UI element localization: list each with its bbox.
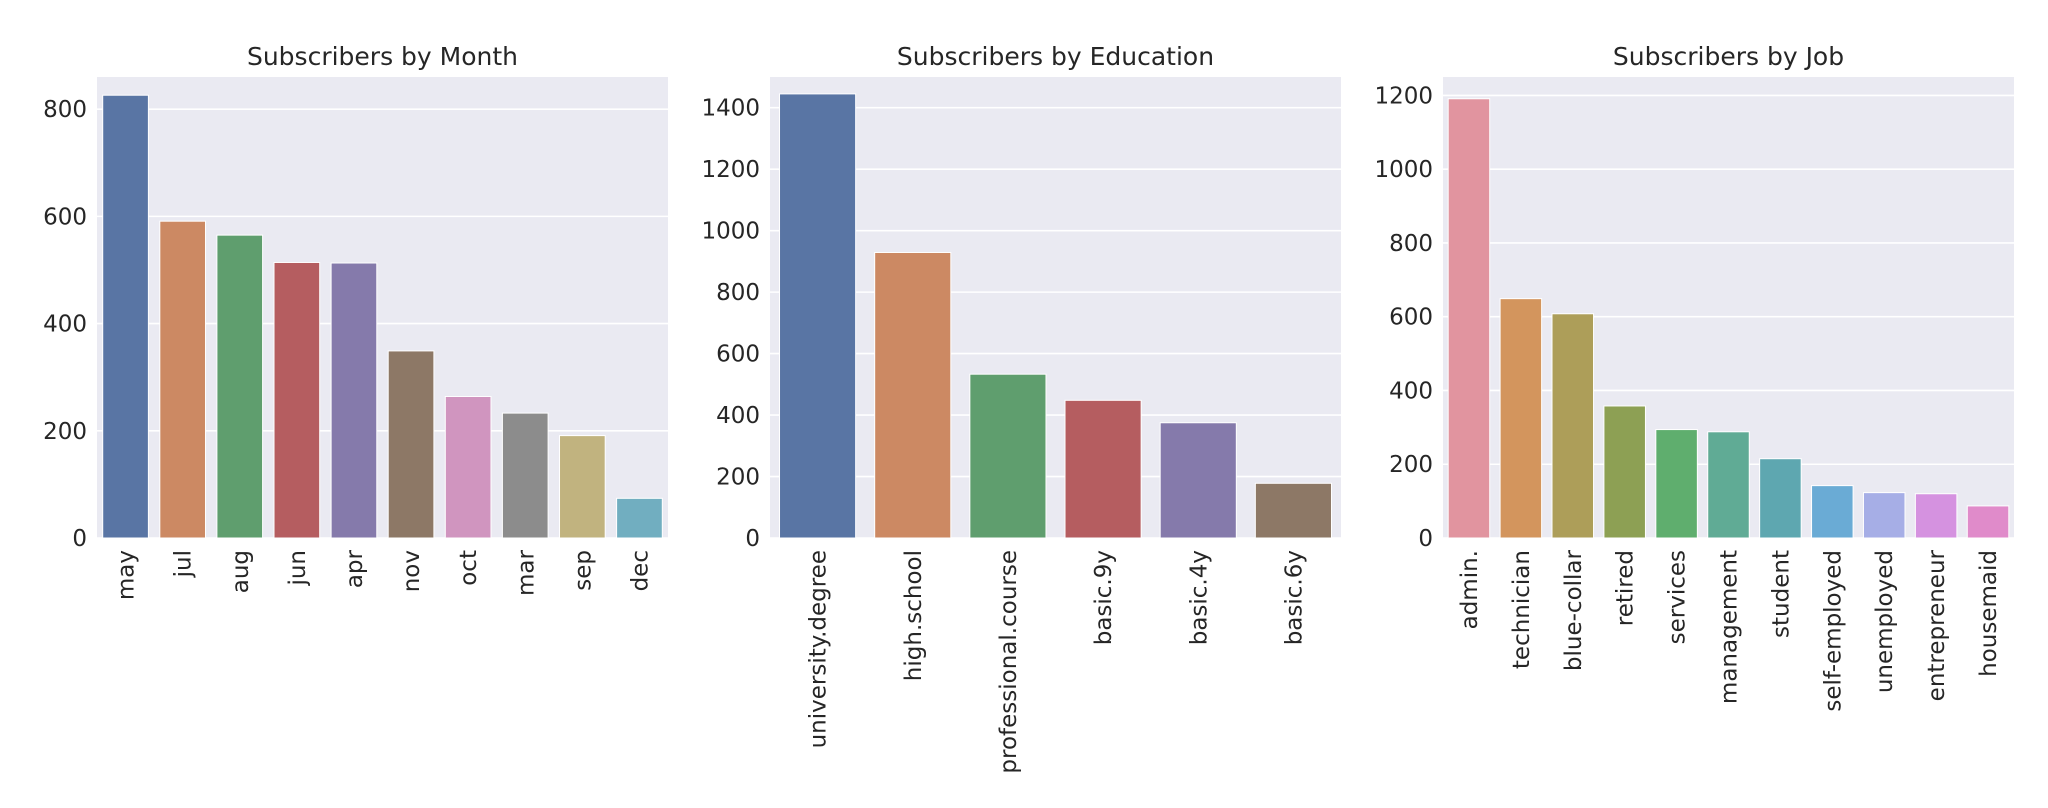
bar-technician — [1499, 298, 1543, 539]
bar-services — [1655, 429, 1698, 539]
x-tick-label: self-employed — [1820, 550, 1846, 712]
bar-management — [1707, 431, 1750, 539]
x-tick-label: aug — [228, 550, 254, 593]
bar-basic-9y — [1064, 399, 1142, 539]
bar-unemployed — [1862, 492, 1906, 539]
x-tick-label: blue-collar — [1561, 549, 1587, 671]
bar-mar — [501, 412, 549, 539]
bar-university-degree — [779, 93, 857, 539]
bar-admin — [1447, 98, 1491, 539]
bar-apr — [330, 262, 378, 539]
bar-jul — [159, 220, 206, 539]
y-tick-label: 0 — [1418, 526, 1433, 552]
chart-title: Subscribers by Job — [1613, 42, 1844, 71]
x-tick-label: entrepreneur — [1924, 549, 1950, 701]
x-tick-label: unemployed — [1872, 550, 1898, 693]
bar-housemaid — [1966, 505, 2010, 539]
x-tick-label: technician — [1509, 550, 1535, 669]
x-tick-label: university.degree — [806, 550, 832, 748]
y-tick-label: 800 — [1389, 231, 1433, 257]
bar-may — [102, 94, 149, 539]
y-tick-label: 1000 — [701, 219, 760, 245]
y-tick-label: 400 — [43, 312, 87, 338]
x-tick-label: dec — [627, 550, 653, 591]
bar-high-school — [874, 251, 952, 539]
bar-student — [1759, 458, 1802, 539]
x-tick-label: services — [1665, 550, 1691, 644]
x-tick-label: apr — [342, 549, 368, 588]
y-tick-label: 200 — [716, 465, 760, 491]
bar-basic-4y — [1159, 422, 1237, 539]
x-tick-label: basic.6y — [1281, 550, 1307, 645]
x-tick-label: high.school — [901, 550, 927, 681]
x-tick-label: retired — [1613, 550, 1639, 626]
chart-panel-month: Subscribers by Month 0 200 400 600 800 may jul… — [43, 42, 668, 600]
y-tick-label: 600 — [716, 342, 760, 368]
chart-title: Subscribers by Education — [897, 42, 1214, 71]
x-tick-label: oct — [456, 550, 482, 586]
chart-title: Subscribers by Month — [247, 42, 518, 71]
chart-panel-education: Subscribers by Education 0 200 400 600 800 10… — [701, 42, 1341, 774]
bar-professional-course — [969, 373, 1047, 539]
x-tick-label: basic.4y — [1186, 550, 1212, 645]
x-tick-label: sep — [570, 550, 596, 591]
x-tick-label: admin. — [1457, 550, 1483, 629]
bar-aug — [216, 234, 264, 539]
x-tick-label: housemaid — [1976, 550, 2002, 677]
x-tick-label: student — [1768, 550, 1794, 638]
x-tick-label: basic.9y — [1091, 550, 1117, 645]
bar-basic-6y — [1254, 482, 1332, 539]
x-tick-label: management — [1717, 550, 1743, 704]
bar-sep — [559, 435, 606, 539]
bar-self-employed — [1811, 485, 1854, 539]
y-tick-label: 800 — [716, 280, 760, 306]
bar-nov — [387, 350, 435, 539]
x-tick-label: jun — [285, 550, 311, 587]
y-tick-label: 600 — [43, 204, 87, 230]
y-tick-label: 800 — [43, 97, 87, 123]
y-tick-label: 400 — [716, 403, 760, 429]
x-tick-label: mar — [513, 549, 539, 595]
chart-panel-job: Subscribers by Job 0 200 400 600 800 1000 1200… — [1374, 42, 2014, 712]
y-tick-label: 0 — [72, 526, 87, 552]
bar-blue-collar — [1551, 313, 1595, 539]
y-tick-label: 1200 — [701, 157, 760, 183]
y-tick-label: 400 — [1389, 378, 1433, 404]
x-tick-label: may — [114, 550, 140, 600]
y-tick-label: 1400 — [701, 96, 760, 122]
y-tick-label: 0 — [745, 526, 760, 552]
x-tick-label: jul — [171, 550, 197, 578]
bar-dec — [616, 497, 663, 539]
y-tick-label: 200 — [1389, 452, 1433, 478]
bar-retired — [1603, 405, 1646, 539]
bar-jun — [273, 261, 321, 539]
bar-oct — [444, 395, 492, 539]
y-tick-label: 1000 — [1374, 157, 1433, 183]
y-tick-label: 1200 — [1374, 83, 1433, 109]
bar-entrepreneur — [1914, 493, 1958, 539]
x-tick-label: nov — [399, 550, 425, 592]
y-tick-label: 600 — [1389, 305, 1433, 331]
plot-area — [770, 77, 1341, 538]
y-tick-label: 200 — [43, 419, 87, 445]
x-tick-label: professional.course — [996, 550, 1022, 774]
